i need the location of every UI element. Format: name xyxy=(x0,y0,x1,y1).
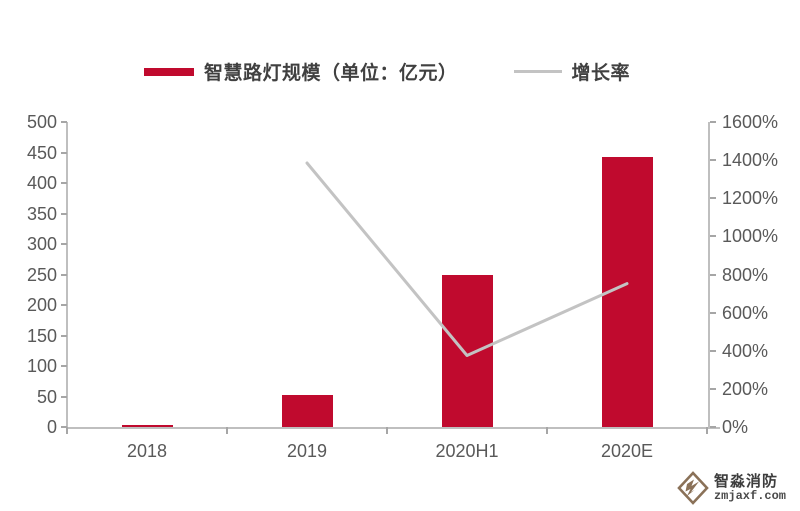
y-axis-right-tick xyxy=(710,311,716,314)
y-axis-left-tick xyxy=(61,212,67,215)
y-axis-right-label: 0% xyxy=(722,417,749,437)
y-axis-right-tick xyxy=(710,273,716,276)
y-axis-right-tick xyxy=(710,426,716,428)
y-axis-left-tick xyxy=(61,151,67,154)
legend-item-growth-rate: 增长率 xyxy=(513,58,631,85)
y-axis-right-label: 1600% xyxy=(722,112,779,132)
y-axis-left-label: 500 xyxy=(26,112,57,132)
bar-2018 xyxy=(121,424,173,427)
watermark-domain: zmjaxf.com xyxy=(713,488,786,503)
y-axis-right-line xyxy=(708,122,710,427)
x-axis-tick xyxy=(706,427,708,434)
y-axis-right-label: 400% xyxy=(722,340,769,361)
y-axis-left-tick xyxy=(61,182,67,184)
legend-line-swatch xyxy=(513,70,562,73)
x-axis-label: 2018 xyxy=(126,441,168,461)
x-axis-label: 2019 xyxy=(286,441,328,461)
legend-label-scale: 智慧路灯规模（单位：亿元） xyxy=(203,63,458,84)
x-axis-tick xyxy=(226,427,228,434)
y-axis-right-tick xyxy=(710,235,716,238)
y-axis-left-tick xyxy=(61,243,67,245)
y-axis-left-tick xyxy=(61,121,67,123)
bar-2019 xyxy=(281,395,333,427)
y-axis-left-tick xyxy=(61,426,67,428)
y-axis-right-label: 1200% xyxy=(722,188,779,209)
y-axis-left-tick xyxy=(61,304,67,306)
y-axis-left-label: 450 xyxy=(26,142,57,163)
y-axis-left-label: 100 xyxy=(26,356,57,376)
x-axis-tick xyxy=(386,427,388,434)
y-axis-right-tick xyxy=(710,121,716,123)
y-axis-left-tick xyxy=(61,365,67,367)
x-axis-tick xyxy=(66,427,68,434)
bar-2020H1 xyxy=(441,274,493,427)
y-axis-right-tick xyxy=(710,349,716,352)
watermark-brand: 智淼消防 xyxy=(713,472,778,490)
legend-label-growth: 增长率 xyxy=(571,63,631,84)
watermark-logo-icon xyxy=(677,471,709,505)
y-axis-left-line xyxy=(66,122,68,427)
legend-item-smart-streetlight-scale: 智慧路灯规模（单位：亿元） xyxy=(143,58,458,85)
y-axis-right-label: 1400% xyxy=(722,150,779,171)
x-axis-line xyxy=(66,427,720,429)
y-axis-left-label: 150 xyxy=(26,325,57,346)
y-axis-left-label: 250 xyxy=(26,264,57,285)
y-axis-left-tick xyxy=(61,395,67,398)
y-axis-left-tick xyxy=(61,334,67,337)
y-axis-right-label: 1000% xyxy=(722,226,779,247)
y-axis-left-label: 300 xyxy=(26,234,57,254)
y-axis-right-tick xyxy=(710,159,716,162)
x-axis-label: 2020E xyxy=(600,441,654,461)
y-axis-left-label: 50 xyxy=(36,386,57,407)
y-axis-left-tick xyxy=(61,273,67,276)
y-axis-left-label: 400 xyxy=(26,173,57,193)
bar-2020E xyxy=(601,156,653,427)
y-axis-right-label: 600% xyxy=(722,302,769,323)
y-axis-left-label: 350 xyxy=(26,203,57,224)
watermark: 智淼消防 zmjaxf.com xyxy=(677,471,786,505)
y-axis-left-label: 0 xyxy=(46,417,57,437)
y-axis-right-label: 200% xyxy=(722,378,769,399)
legend-bar-swatch xyxy=(143,67,194,76)
y-axis-right-tick xyxy=(710,197,716,200)
x-axis-tick xyxy=(546,427,548,434)
watermark-text: 智淼消防 zmjaxf.com xyxy=(714,474,786,502)
x-axis-label: 2020H1 xyxy=(435,441,499,461)
y-axis-right-label: 800% xyxy=(722,264,769,285)
y-axis-right-tick xyxy=(710,387,716,390)
y-axis-left-label: 200 xyxy=(26,295,57,315)
chart-legend: 智慧路灯规模（单位：亿元） 增长率 xyxy=(67,58,707,85)
